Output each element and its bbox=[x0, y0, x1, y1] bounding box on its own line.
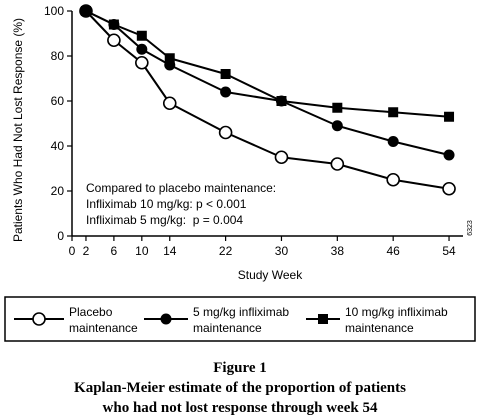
axes bbox=[71, 11, 463, 237]
figure-number: Figure 1 bbox=[213, 360, 267, 376]
x-tick-label: 30 bbox=[275, 244, 289, 258]
y-tick-label: 60 bbox=[51, 94, 65, 108]
x-tick-label: 54 bbox=[442, 244, 456, 258]
legend-item-10mg: 10 mg/kg infliximab maintenance bbox=[306, 305, 448, 335]
x-tick-label: 14 bbox=[163, 244, 177, 258]
placebo-point bbox=[162, 96, 177, 111]
placebo-point bbox=[135, 55, 149, 70]
legend-item-5mg: 5 mg/kg infliximab maintenance bbox=[144, 305, 289, 335]
legend-5mg-line1: 5 mg/kg infliximab bbox=[193, 305, 289, 319]
y-tick-label: 80 bbox=[51, 49, 65, 63]
infliximab-10mg-point bbox=[220, 69, 231, 79]
infliximab-10mg-point bbox=[164, 53, 175, 64]
placebo-point bbox=[218, 125, 233, 140]
annotation-heading: Compared to placebo maintenance: bbox=[86, 181, 276, 195]
infliximab-5mg-point bbox=[220, 86, 232, 98]
x-axis-label: Study Week bbox=[238, 268, 303, 282]
infliximab-10mg-point bbox=[388, 107, 399, 118]
annotation-5mg: Infliximab 5 mg/kg: p = 0.004 bbox=[86, 213, 243, 227]
legend-10mg-line1: 10 mg/kg infliximab bbox=[345, 305, 448, 319]
placebo-point bbox=[107, 33, 121, 48]
legend-filled-square-marker bbox=[318, 314, 328, 324]
legend-placebo-line2: maintenance bbox=[69, 321, 138, 335]
x-tick-label: 6 bbox=[111, 244, 118, 258]
infliximab-10mg-point bbox=[444, 111, 455, 122]
x-tick-label: 10 bbox=[135, 244, 149, 258]
infliximab-10mg-point bbox=[108, 19, 119, 30]
placebo-point bbox=[386, 172, 400, 187]
y-tick-label: 20 bbox=[51, 184, 65, 198]
legend-10mg-line2: maintenance bbox=[345, 321, 414, 335]
y-axis-label: Patients Who Had Not Lost Response (%) bbox=[11, 18, 25, 242]
caption-line-2: who had not lost response through week 5… bbox=[102, 400, 378, 416]
x-tick-label: 38 bbox=[331, 244, 345, 258]
x-tick-label: 0 bbox=[69, 244, 76, 258]
infliximab-5mg-point bbox=[443, 149, 455, 161]
legend-box bbox=[4, 296, 476, 342]
caption-line-1: Kaplan-Meier estimate of the proportion … bbox=[74, 380, 406, 396]
y-tick-label: 100 bbox=[44, 4, 64, 18]
annotation-10mg: Infliximab 10 mg/kg: p < 0.001 bbox=[86, 197, 247, 211]
y-tick-label: 40 bbox=[51, 139, 65, 153]
infliximab-5mg-point bbox=[136, 43, 148, 55]
legend-item-placebo: Placebo maintenance bbox=[14, 305, 138, 335]
series-markers bbox=[79, 4, 456, 196]
infliximab-5mg-point bbox=[387, 136, 399, 147]
legend-open-circle-marker bbox=[32, 312, 46, 326]
infliximab-5mg-point bbox=[331, 120, 343, 132]
placebo-point bbox=[330, 157, 345, 171]
x-tick-label: 46 bbox=[386, 244, 400, 258]
x-tick-label: 22 bbox=[219, 244, 233, 258]
x-tick-label: 2 bbox=[83, 244, 90, 258]
infliximab-10mg-point bbox=[276, 96, 287, 106]
placebo-point bbox=[442, 181, 456, 196]
infliximab-10mg-point bbox=[332, 102, 343, 113]
legend-placebo-line1: Placebo bbox=[69, 305, 113, 319]
infliximab-10mg-point bbox=[80, 6, 91, 16]
figure-code: 6323 bbox=[467, 220, 474, 236]
legend-filled-circle-marker bbox=[160, 313, 172, 325]
placebo-point bbox=[274, 150, 289, 165]
infliximab-10mg-point bbox=[136, 30, 147, 41]
y-tick-label: 0 bbox=[57, 229, 64, 243]
legend-5mg-line2: maintenance bbox=[193, 321, 262, 335]
